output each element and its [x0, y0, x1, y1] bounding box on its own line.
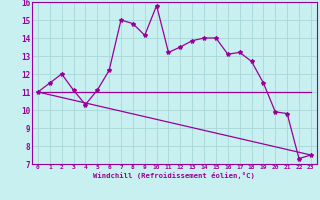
X-axis label: Windchill (Refroidissement éolien,°C): Windchill (Refroidissement éolien,°C): [93, 172, 255, 179]
